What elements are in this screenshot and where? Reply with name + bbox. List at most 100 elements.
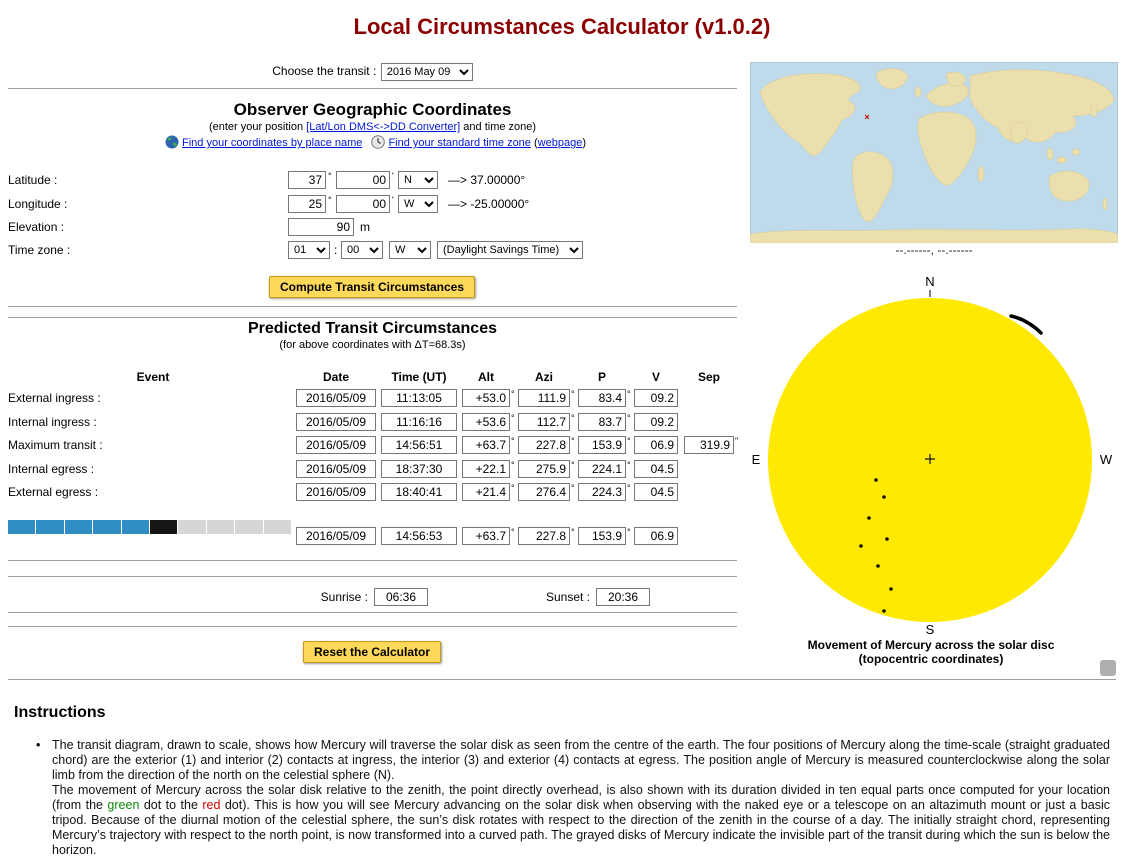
sun-times-row: Sunrise : Sunset : (0, 588, 745, 606)
azi-field[interactable] (518, 413, 570, 431)
sunrise-field[interactable] (374, 588, 428, 606)
instructions-para2c: dot). This is how you will see Mercury a… (52, 798, 1110, 857)
table-row: External ingress : ° ° ° (0, 389, 745, 407)
v-field[interactable] (634, 527, 678, 545)
globe-icon[interactable] (165, 135, 179, 149)
time-field[interactable] (381, 389, 457, 407)
longitude-minutes-input[interactable] (336, 195, 390, 213)
geo-sub-prefix: (enter your position (208, 121, 307, 133)
date-field[interactable] (296, 389, 376, 407)
time-field[interactable] (381, 436, 457, 454)
progress-segment[interactable] (178, 520, 206, 534)
sunrise-label: Sunrise : (320, 590, 368, 604)
time-field[interactable] (381, 460, 457, 478)
progress-segment[interactable] (8, 520, 36, 534)
time-field[interactable] (381, 527, 457, 545)
v-field[interactable] (634, 436, 678, 454)
azi-field[interactable] (518, 483, 570, 501)
timezone-label: Time zone : (8, 243, 71, 257)
v-field[interactable] (634, 413, 678, 431)
longitude-hemisphere-select[interactable]: W (398, 195, 438, 213)
v-field[interactable] (634, 389, 678, 407)
progress-segment[interactable] (36, 520, 64, 534)
date-field[interactable] (296, 436, 376, 454)
timezone-sign-select[interactable]: W (389, 241, 431, 259)
time-field[interactable] (381, 483, 457, 501)
degree-unit: ° (627, 413, 631, 423)
dms-dd-converter-link[interactable]: [Lat/Lon DMS<->DD Converter] (306, 121, 461, 133)
progress-segment[interactable] (263, 520, 292, 534)
latitude-hemisphere-select[interactable]: N (398, 171, 438, 189)
transit-progress-bar[interactable] (8, 520, 292, 534)
azi-field[interactable] (518, 389, 570, 407)
v-field[interactable] (634, 483, 678, 501)
event-label: External egress : (8, 485, 99, 499)
current-position-row: ° ° ° (0, 527, 745, 545)
degree-unit: ° (571, 436, 575, 446)
progress-segment[interactable] (93, 520, 121, 534)
instructions-para2b: dot to the (139, 798, 203, 812)
date-field[interactable] (296, 483, 376, 501)
arcmin-unit: ' (392, 171, 394, 181)
degree-unit: ° (627, 436, 631, 446)
longitude-label: Longitude : (8, 197, 68, 211)
alt-field[interactable] (462, 483, 510, 501)
v-field[interactable] (634, 460, 678, 478)
azi-field[interactable] (518, 436, 570, 454)
azi-field[interactable] (518, 527, 570, 545)
alt-field[interactable] (462, 413, 510, 431)
longitude-degrees-input[interactable] (288, 195, 326, 213)
progress-segment[interactable] (150, 520, 178, 534)
latitude-label: Latitude : (8, 173, 58, 187)
webpage-link[interactable]: webpage (537, 137, 583, 149)
world-map[interactable]: × (750, 62, 1118, 243)
reset-button[interactable]: Reset the Calculator (302, 641, 442, 663)
progress-segment[interactable] (206, 520, 235, 534)
alt-field[interactable] (462, 527, 510, 545)
table-row: Maximum transit : ° ° ° " (0, 436, 745, 454)
timezone-minute-select[interactable]: 00 (341, 241, 383, 259)
progress-segment[interactable] (64, 520, 93, 534)
degree-unit: ° (511, 527, 515, 537)
alt-field[interactable] (462, 460, 510, 478)
sunset-field[interactable] (596, 588, 650, 606)
date-field[interactable] (296, 460, 376, 478)
time-field[interactable] (381, 413, 457, 431)
p-field[interactable] (578, 413, 626, 431)
p-field[interactable] (578, 527, 626, 545)
timezone-hour-select[interactable]: 01 (288, 241, 330, 259)
dst-select[interactable]: (Daylight Savings Time) (437, 241, 583, 259)
geo-sub-suffix: and time zone) (460, 121, 537, 133)
clock-icon[interactable] (371, 135, 386, 149)
compute-button[interactable]: Compute Transit Circumstances (268, 276, 476, 298)
azi-field[interactable] (518, 460, 570, 478)
table-row: External egress : ° ° ° (0, 483, 745, 501)
divider (8, 612, 737, 613)
date-field[interactable] (296, 527, 376, 545)
date-field[interactable] (296, 413, 376, 431)
elevation-unit: m (360, 220, 370, 234)
latitude-degrees-input[interactable] (288, 171, 326, 189)
webpage-close-paren: ) (582, 137, 586, 149)
event-label: Internal egress : (8, 462, 95, 476)
latitude-minutes-input[interactable] (336, 171, 390, 189)
find-timezone-link[interactable]: Find your standard time zone (388, 137, 531, 149)
event-label: External ingress : (8, 391, 101, 405)
progress-segment[interactable] (235, 520, 263, 534)
elevation-input[interactable] (288, 218, 354, 236)
instructions-heading: Instructions (14, 704, 106, 721)
p-field[interactable] (578, 389, 626, 407)
p-field[interactable] (578, 436, 626, 454)
progress-segment[interactable] (121, 520, 150, 534)
instructions-para1: The transit diagram, drawn to scale, sho… (52, 738, 1110, 782)
alt-field[interactable] (462, 389, 510, 407)
find-coordinates-link[interactable]: Find your coordinates by place name (182, 137, 363, 149)
transit-label: Choose the transit : (272, 64, 377, 78)
sep-field[interactable] (684, 436, 734, 454)
transit-select[interactable]: 2016 May 09 (380, 63, 473, 81)
alt-field[interactable] (462, 436, 510, 454)
p-field[interactable] (578, 483, 626, 501)
corner-widget-icon[interactable] (1100, 660, 1116, 676)
p-field[interactable] (578, 460, 626, 478)
degree-unit: ° (328, 195, 332, 205)
